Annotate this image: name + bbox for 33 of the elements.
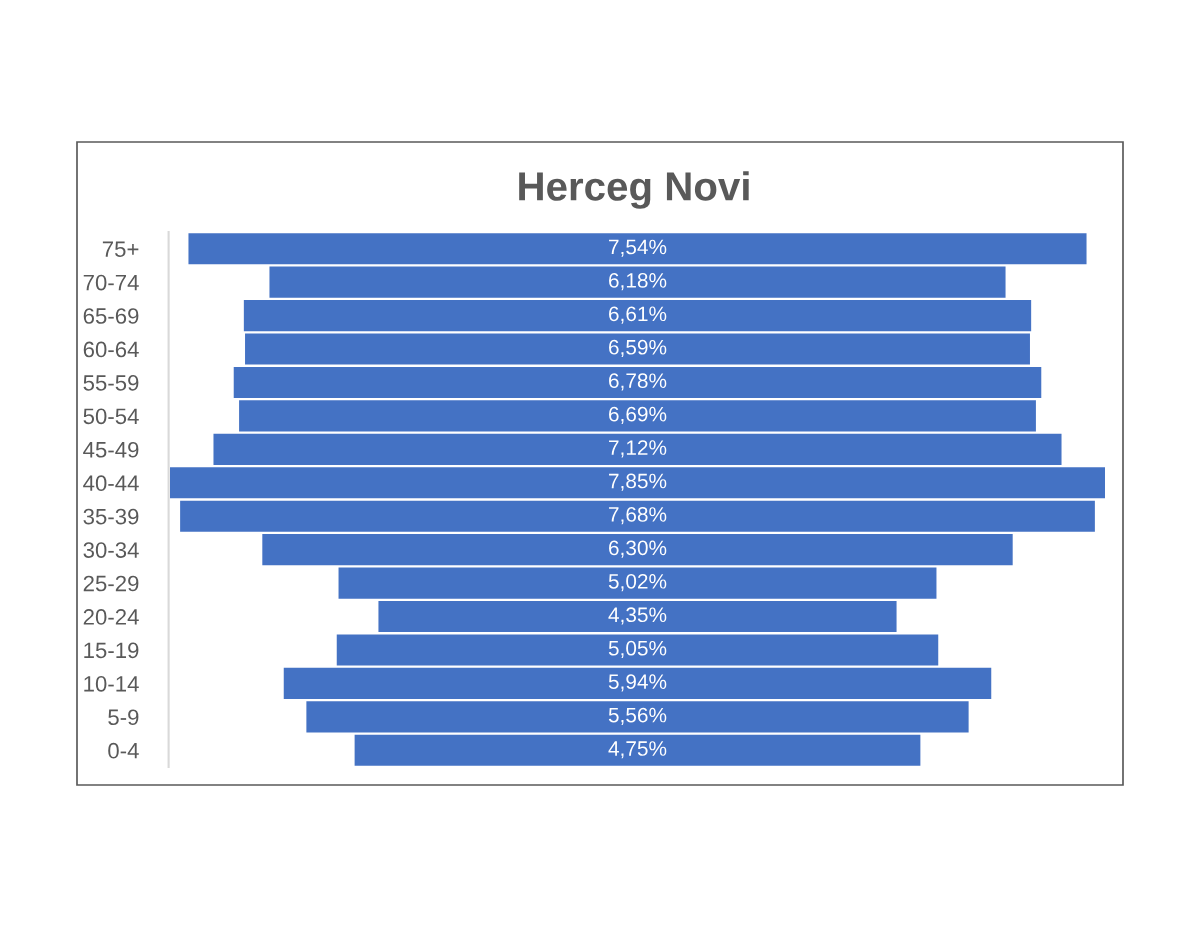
data-label: 6,61% <box>609 306 667 324</box>
data-label: 5,56% <box>608 707 667 725</box>
data-label: 6,69% <box>609 406 667 424</box>
data-label: 4,35% <box>608 607 667 625</box>
data-label: 6,18% <box>609 273 667 291</box>
data-label: 6,78% <box>609 373 667 391</box>
category-label: 35-39 <box>83 508 139 525</box>
category-label: 45-49 <box>83 441 139 458</box>
category-label: 75+ <box>102 241 139 257</box>
category-label: 20-24 <box>83 609 139 625</box>
data-label: 5,05% <box>608 640 667 659</box>
category-label: 70-74 <box>83 274 139 291</box>
category-label: 65-69 <box>83 308 139 324</box>
category-label: 60-64 <box>83 341 139 358</box>
category-label: 0-4 <box>108 742 139 759</box>
category-label: 40-44 <box>83 475 139 492</box>
category-label: 30-34 <box>83 542 139 558</box>
category-label: 15-19 <box>84 642 139 659</box>
data-label: 6,30% <box>609 540 667 558</box>
data-label: 7,85% <box>609 473 667 491</box>
data-label: 5,02% <box>608 573 667 592</box>
data-label: 5,94% <box>608 674 667 692</box>
data-label: 4,75% <box>608 741 667 759</box>
data-label: 6,59% <box>609 339 667 358</box>
category-label: 10-14 <box>84 675 139 692</box>
data-label: 7,54% <box>609 239 667 257</box>
data-label: 7,68% <box>609 507 667 525</box>
data-label: 7,12% <box>609 440 667 458</box>
category-label: 25-29 <box>83 575 139 592</box>
category-label: 50-54 <box>83 408 139 425</box>
category-label: 55-59 <box>83 375 139 391</box>
text: Herceg Novi <box>519 171 749 209</box>
category-label: 5-9 <box>108 709 139 726</box>
